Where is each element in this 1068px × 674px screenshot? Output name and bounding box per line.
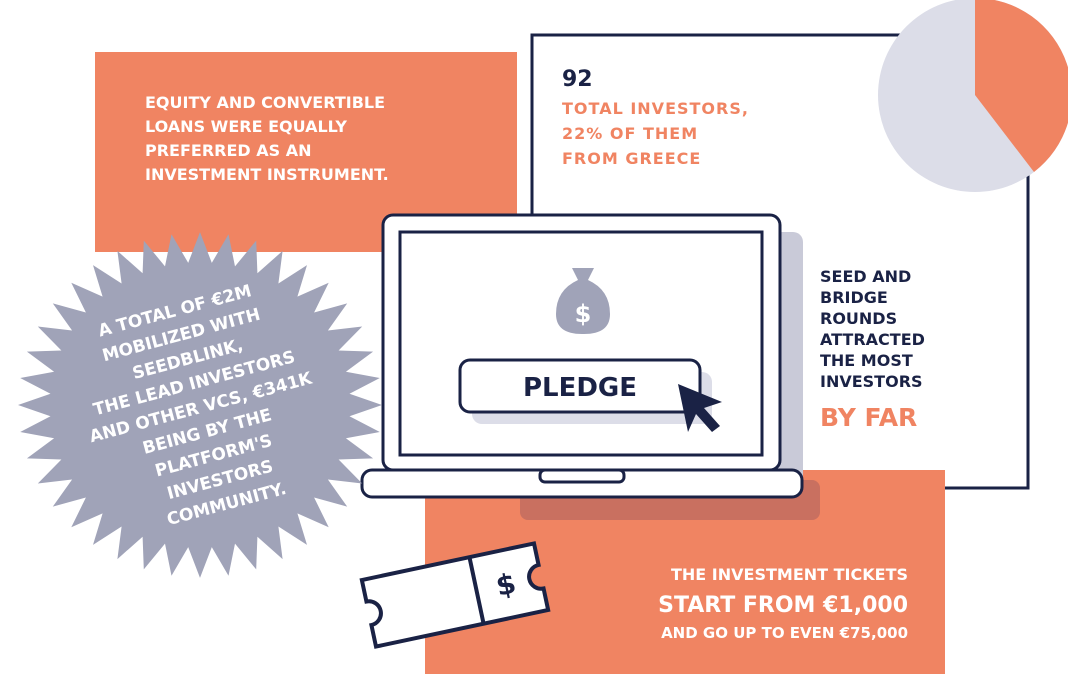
pie (878, 0, 1068, 192)
rounds-text: ROUNDS (820, 309, 897, 328)
investors-text: FROM GREECE (562, 149, 701, 168)
rounds-text: INVESTORS (820, 372, 923, 391)
tickets-line3: AND GO UP TO EVEN €75,000 (661, 624, 908, 642)
investor-count: 92 (562, 67, 593, 92)
rounds-text: SEED AND (820, 267, 911, 286)
svg-text:$: $ (575, 300, 592, 328)
rounds-text: THE MOST (820, 351, 913, 370)
starburst (18, 232, 382, 578)
investors-text: 22% OF THEM (562, 124, 698, 143)
investors-text: TOTAL INVESTORS, (562, 99, 749, 118)
tickets-line1: THE INVESTMENT TICKETS (671, 565, 908, 584)
laptop: $ (360, 213, 820, 520)
rounds-emphasis: BY FAR (820, 403, 917, 432)
rounds-text: ATTRACTED (820, 330, 925, 349)
equity-text: EQUITY AND CONVERTIBLE (145, 93, 385, 112)
equity-text: LOANS WERE EQUALLY (145, 117, 347, 136)
tickets-line2: START FROM €1,000 (658, 593, 908, 618)
equity-text: PREFERRED AS AN (145, 141, 312, 160)
equity-text: INVESTMENT INSTRUMENT. (145, 165, 389, 184)
rounds-text: BRIDGE (820, 288, 888, 307)
ticket: $ (359, 541, 551, 649)
pledge-button[interactable]: PLEDGE (523, 373, 637, 403)
